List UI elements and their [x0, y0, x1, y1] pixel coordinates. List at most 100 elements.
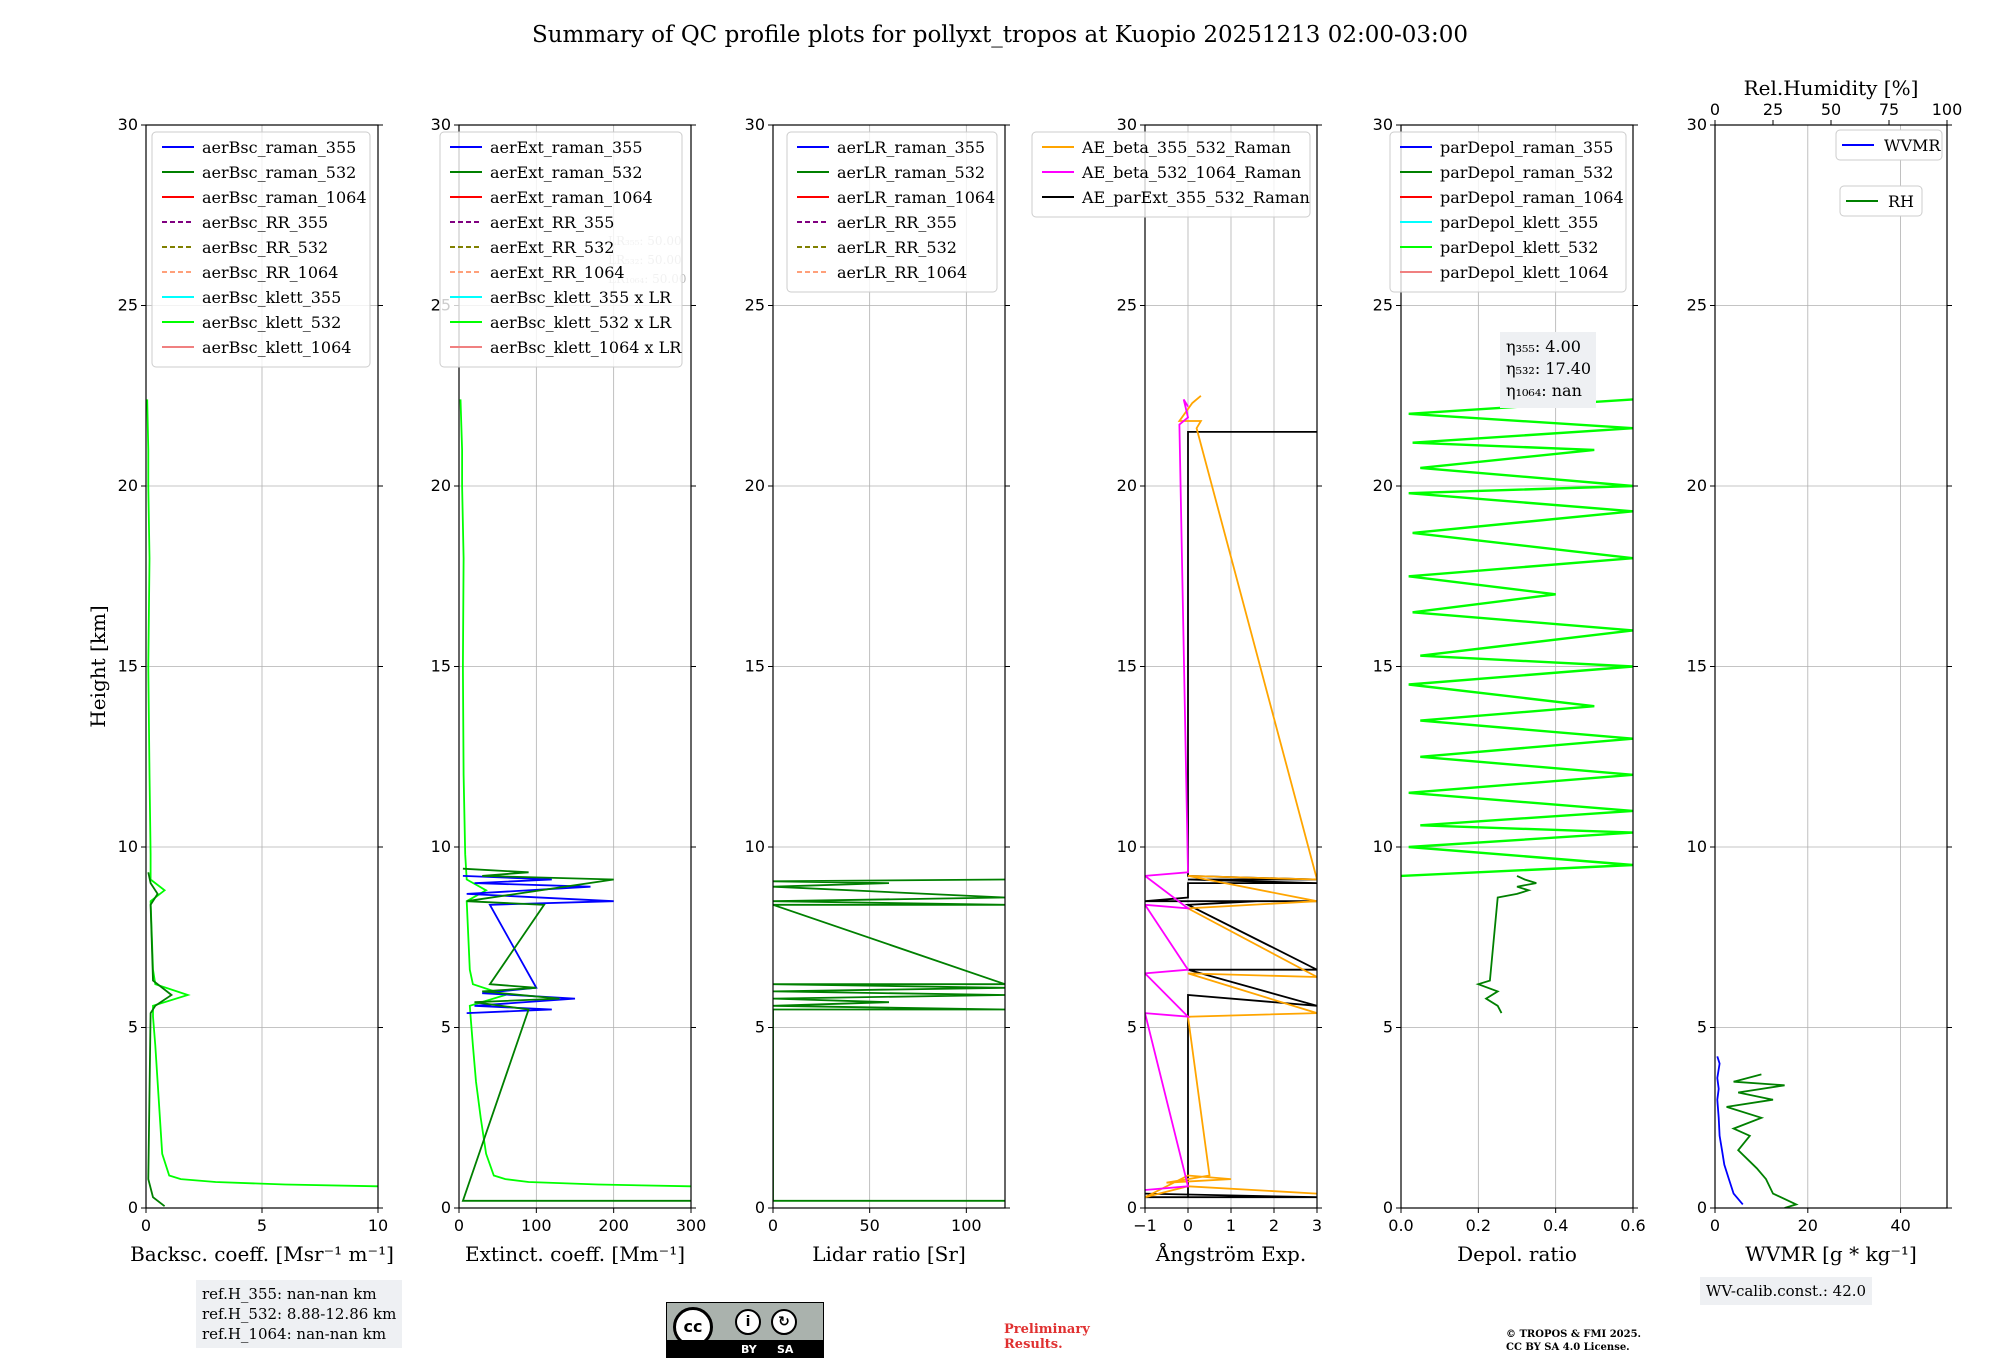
cc-license-badge: cc i ↻ BY SA — [666, 1302, 824, 1358]
y-tick-label: 5 — [1127, 1018, 1137, 1037]
by-icon: i — [735, 1309, 761, 1335]
series-group — [773, 878, 1005, 1202]
x-tick-label: 0 — [768, 1216, 778, 1235]
y-tick-label: 30 — [1373, 115, 1393, 134]
eta-value: η₃₅₅: 4.00 — [1506, 337, 1581, 356]
y-tick-label: 0 — [1127, 1198, 1137, 1217]
legend-frame — [151, 131, 371, 368]
legend-label: aerBsc_RR_355 — [202, 213, 328, 232]
preliminary-note: Preliminary Results. — [1004, 1322, 1090, 1352]
refh-1064: ref.H_1064: nan-nan km — [202, 1325, 387, 1343]
x-axis-label: Lidar ratio [Sr] — [812, 1242, 966, 1266]
x-tick-label: 200 — [598, 1216, 629, 1235]
legend-label: AE_beta_532_1064_Raman — [1081, 163, 1301, 182]
legend-label: aerBsc_RR_532 — [202, 238, 328, 257]
panel-wv: 0 20 40 0 5 10 15 20 25 30 WVMR [g * kg⁻¹] 0 25 50 75 1… — [1687, 76, 1963, 1266]
legend-label: aerExt_RR_355 — [490, 213, 614, 232]
x-tick-label: 0.2 — [1466, 1216, 1491, 1235]
legend-frame — [786, 131, 998, 293]
eta-infobox: η₃₅₅: 4.00 η₅₃₂: 17.40 η₁₀₆₄: nan — [1500, 332, 1596, 408]
x-tick-label: 10 — [368, 1216, 388, 1235]
y-tick-label: 5 — [755, 1018, 765, 1037]
x-axis-label: Ångström Exp. — [1155, 1241, 1306, 1266]
series-AE_beta_532_1064_Raman — [1145, 398, 1192, 1191]
y-tick-label: 5 — [441, 1018, 451, 1037]
legend-label: aerExt_raman_355 — [490, 138, 643, 157]
series-group — [1145, 395, 1317, 1199]
legend-label: parDepol_raman_1064 — [1440, 188, 1624, 207]
legend-label: aerLR_RR_1064 — [837, 263, 967, 282]
series-parDepol_raman_532 — [1475, 875, 1537, 1014]
x-tick-label: 0.4 — [1543, 1216, 1568, 1235]
eta-value: η₅₃₂: 17.40 — [1506, 359, 1591, 378]
series-group — [146, 399, 378, 1207]
refh-infobox: ref.H_355: nan-nan km ref.H_532: 8.88-12… — [196, 1280, 403, 1348]
legend-label: aerBsc_klett_355 x LR — [490, 288, 672, 307]
legend-label: aerLR_RR_532 — [837, 238, 957, 257]
x-axis-label: Backsc. coeff. [Msr⁻¹ m⁻¹] — [130, 1242, 394, 1266]
y-tick-label: 30 — [1117, 115, 1137, 134]
x2-tick-label: 0 — [1710, 100, 1720, 119]
x-tick-label: 0 — [1183, 1216, 1193, 1235]
x-tick-label: 50 — [859, 1216, 879, 1235]
series-group — [1716, 1056, 1799, 1208]
legend-label: aerBsc_raman_1064 — [202, 188, 367, 207]
y-tick-label: 25 — [745, 296, 765, 315]
y-tick-label: 5 — [1697, 1018, 1707, 1037]
refh-355: ref.H_355: nan-nan km — [202, 1285, 377, 1303]
x-axis-label: Extinct. coeff. [Mm⁻¹] — [465, 1242, 685, 1266]
series-aerBsc_klett_532 x LR — [459, 399, 691, 1188]
legend-frame — [1031, 131, 1311, 218]
x-tick-label: −1 — [1133, 1216, 1157, 1235]
x2-tick-label: 50 — [1821, 100, 1841, 119]
legend-label: aerBsc_klett_532 — [202, 313, 341, 332]
legend: AE_beta_355_532_Raman AE_beta_532_1064_Ra… — [1031, 131, 1311, 218]
y-tick-label: 20 — [745, 476, 765, 495]
y-tick-label: 25 — [1373, 296, 1393, 315]
x-tick-label: 5 — [257, 1216, 267, 1235]
legend-label: WVMR — [1884, 136, 1941, 155]
y-tick-label: 30 — [431, 115, 451, 134]
x-tick-label: 40 — [1890, 1216, 1910, 1235]
sa-icon: ↻ — [771, 1309, 797, 1335]
y-tick-label: 5 — [128, 1018, 138, 1037]
legend: parDepol_raman_355 parDepol_raman_532 parD… — [1389, 131, 1627, 293]
panel-lr: 0 50 100 0 5 10 15 20 25 30 Lidar ratio [Sr] aerLR_… — [745, 115, 1010, 1266]
panel-ext: 0100200300051015202530Extinct. coeff. [M… — [431, 115, 707, 1266]
y-tick-label: 0 — [1697, 1198, 1707, 1217]
series-WVMR — [1716, 1056, 1744, 1205]
legend-frame — [439, 131, 683, 368]
legend-RH: RH — [1839, 185, 1923, 217]
y-tick-label: 0 — [128, 1198, 138, 1217]
legend-label: aerLR_raman_355 — [837, 138, 985, 157]
y-tick-label: 15 — [1373, 657, 1393, 676]
y-tick-label: 25 — [1117, 296, 1137, 315]
y-axis-label: Height [km] — [86, 605, 110, 727]
legend-label: aerExt_raman_532 — [490, 163, 643, 182]
legend: aerLR_raman_355 aerLR_raman_532 aerLR_rama… — [786, 131, 998, 293]
cc-sa-label: SA — [777, 1343, 794, 1356]
legend-label: parDepol_raman_355 — [1440, 138, 1613, 157]
legend-label: parDepol_klett_532 — [1440, 238, 1598, 257]
y-tick-label: 10 — [118, 837, 138, 856]
x-tick-label: 0.0 — [1388, 1216, 1413, 1235]
y-tick-label: 15 — [1687, 657, 1707, 676]
y-tick-label: 15 — [1117, 657, 1137, 676]
x2-tick-label: 25 — [1763, 100, 1783, 119]
legend-label: aerExt_RR_532 — [490, 238, 614, 257]
wv-calib-infobox: WV-calib.const.: 42.0 — [1700, 1277, 1873, 1305]
series-aerBsc_raman_532 — [147, 872, 174, 1207]
legend-label: AE_beta_355_532_Raman — [1081, 138, 1291, 157]
x-tick-label: 20 — [1798, 1216, 1818, 1235]
y-tick-label: 15 — [118, 657, 138, 676]
legend-label: aerExt_RR_1064 — [490, 263, 625, 282]
y-tick-label: 30 — [118, 115, 138, 134]
y-tick-label: 10 — [1687, 837, 1707, 856]
y-tick-label: 20 — [431, 476, 451, 495]
legend-label: parDepol_klett_355 — [1440, 213, 1598, 232]
y-tick-label: 10 — [1373, 837, 1393, 856]
y-tick-label: 0 — [441, 1198, 451, 1217]
legend-frame — [1839, 185, 1923, 217]
y-tick-label: 10 — [431, 837, 451, 856]
